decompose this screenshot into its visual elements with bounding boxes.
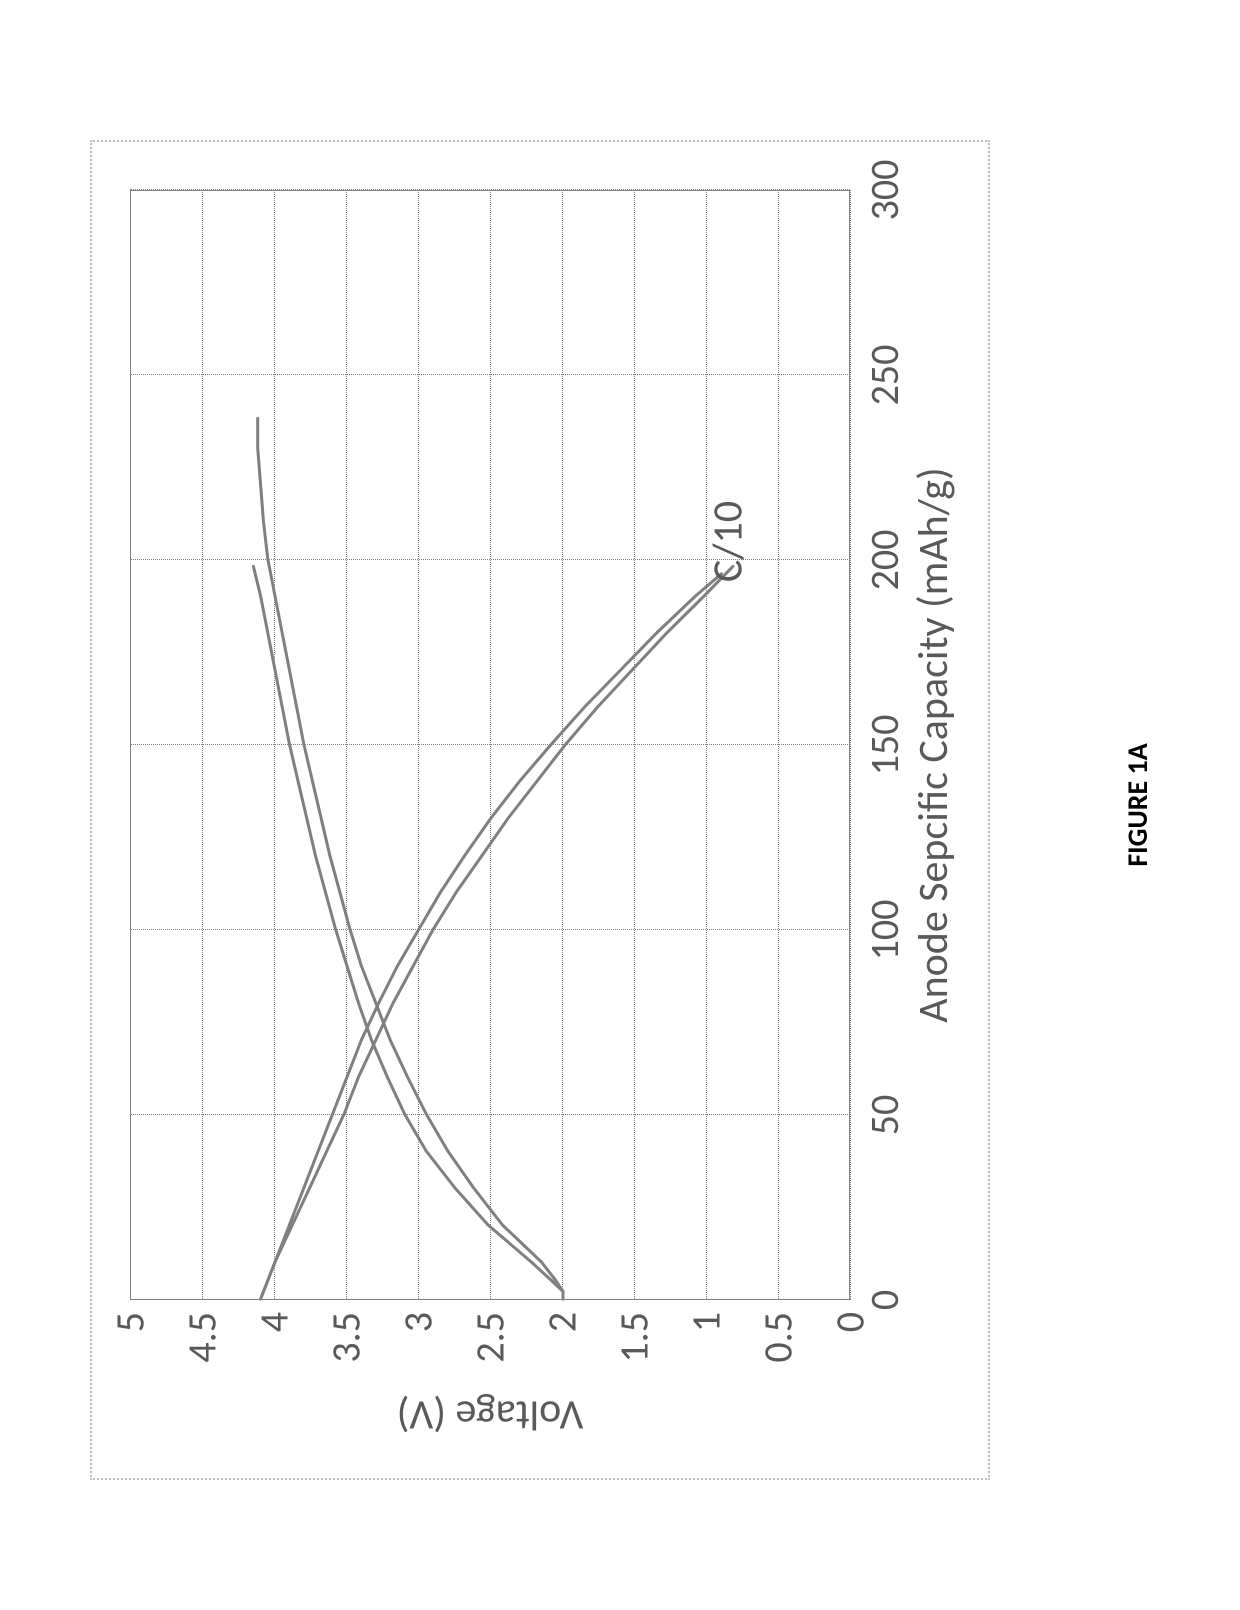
gridline-h [274, 190, 275, 1300]
chart-canvas: 0 50 100 150 200 250 300 0 0.5 1 1.5 2 2.5 3 3.5 4 4.5 5… [0, 0, 1240, 1610]
x-tick-label: 150 [860, 715, 909, 776]
y-tick-label: 1 [682, 1312, 731, 1332]
y-tick-label: 3 [394, 1312, 443, 1332]
x-tick-label: 0 [860, 1290, 909, 1310]
gridline-h [706, 190, 707, 1300]
x-tick-label: 100 [860, 900, 909, 961]
x-tick-label: 200 [860, 530, 909, 591]
y-tick-label: 4 [250, 1312, 299, 1332]
gridline-h [490, 190, 491, 1300]
gridline-h [202, 190, 203, 1300]
y-tick-label: 4.5 [178, 1312, 227, 1363]
y-axis-title: Voltage (V) [397, 1390, 584, 1441]
gridline-h [562, 190, 563, 1300]
gridline-h [778, 190, 779, 1300]
x-tick-label: 250 [860, 345, 909, 406]
x-axis-title: Anode Sepcific Capacity (mAh/g) [908, 467, 959, 1022]
x-tick-label: 50 [860, 1095, 909, 1136]
gridline-h [850, 190, 851, 1300]
gridline-h [634, 190, 635, 1300]
y-tick-label: 0 [826, 1312, 875, 1332]
y-tick-label: 5 [106, 1312, 155, 1332]
series-discharge_2 [261, 566, 733, 1299]
series-annotation: C/10 [702, 501, 753, 582]
gridline-h [418, 190, 419, 1300]
figure-caption: FIGURE 1A [1120, 743, 1155, 866]
series-charge_1 [258, 418, 563, 1299]
gridline-h [346, 190, 347, 1300]
x-tick-label: 300 [860, 160, 909, 221]
y-tick-label: 2.5 [466, 1312, 515, 1363]
gridline-h [130, 190, 131, 1300]
series-discharge_1 [261, 574, 722, 1299]
y-tick-label: 3.5 [322, 1312, 371, 1363]
y-tick-label: 1.5 [610, 1312, 659, 1363]
series-charge_2 [253, 566, 563, 1299]
y-tick-label: 0.5 [754, 1312, 803, 1363]
y-tick-label: 2 [538, 1312, 587, 1332]
